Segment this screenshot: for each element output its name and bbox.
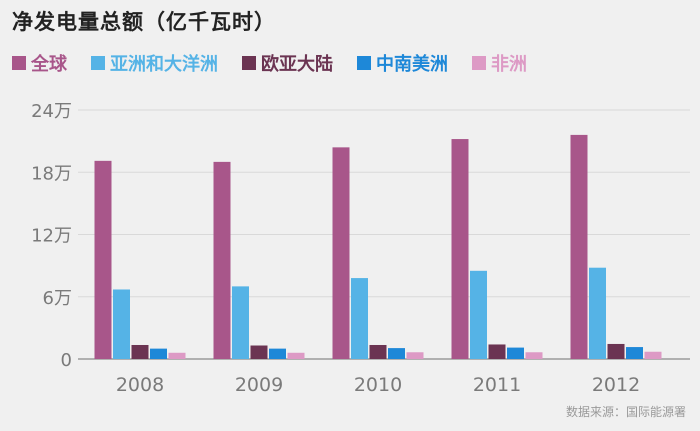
- legend-swatch: [91, 56, 105, 70]
- bar: [589, 267, 606, 359]
- bar: [488, 344, 506, 359]
- bar: [168, 352, 186, 359]
- bar: [213, 161, 231, 359]
- y-tick-label: 18万: [31, 163, 72, 184]
- bar: [406, 352, 424, 359]
- x-tick-label: 2011: [473, 374, 521, 396]
- bar: [232, 286, 249, 359]
- bar: [626, 347, 643, 359]
- y-tick-label: 12万: [31, 226, 72, 247]
- legend-label: 欧亚大陆: [261, 54, 333, 75]
- legend-item-africa[interactable]: 非洲: [472, 50, 527, 76]
- bar: [150, 348, 167, 359]
- bar: [525, 352, 543, 359]
- bar: [250, 345, 268, 359]
- bar: [131, 344, 149, 359]
- y-tick-label: 0: [61, 350, 72, 371]
- legend-label: 亚洲和大洋洲: [110, 54, 218, 75]
- x-tick-label: 2009: [235, 374, 283, 396]
- legend-item-eurasia[interactable]: 欧亚大陆: [242, 50, 333, 76]
- bar: [287, 352, 305, 359]
- bar: [388, 348, 405, 359]
- legend-label: 中南美洲: [376, 54, 448, 75]
- bar: [113, 289, 130, 359]
- bar: [332, 147, 350, 359]
- legend-item-asia-oceania[interactable]: 亚洲和大洋洲: [91, 50, 218, 76]
- y-tick-label: 6万: [43, 288, 72, 309]
- bar: [644, 351, 662, 359]
- legend-item-world[interactable]: 全球: [12, 50, 67, 76]
- bar: [451, 139, 469, 359]
- bar: [507, 347, 524, 359]
- legend-swatch: [242, 56, 256, 70]
- bar: [369, 344, 387, 359]
- bar: [94, 160, 112, 359]
- bar: [269, 348, 286, 359]
- source-note: 数据来源：国际能源署: [565, 405, 686, 419]
- legend-swatch: [472, 56, 486, 70]
- bar: [607, 343, 625, 359]
- legend-item-central-south-america[interactable]: 中南美洲: [357, 50, 448, 76]
- y-tick-label: 24万: [31, 101, 72, 122]
- legend-label: 全球: [31, 54, 67, 75]
- legend-label: 非洲: [491, 54, 527, 75]
- x-tick-label: 2012: [592, 374, 640, 396]
- bar: [351, 278, 368, 359]
- bar: [470, 270, 487, 359]
- chart-title: 净发电量总额（亿千瓦时）: [12, 10, 276, 34]
- x-tick-label: 2010: [354, 374, 402, 396]
- legend-swatch: [12, 56, 26, 70]
- legend: 全球 亚洲和大洋洲 欧亚大陆 中南美洲 非洲: [12, 50, 551, 76]
- legend-swatch: [357, 56, 371, 70]
- x-tick-label: 2008: [116, 374, 164, 396]
- bar: [570, 134, 588, 359]
